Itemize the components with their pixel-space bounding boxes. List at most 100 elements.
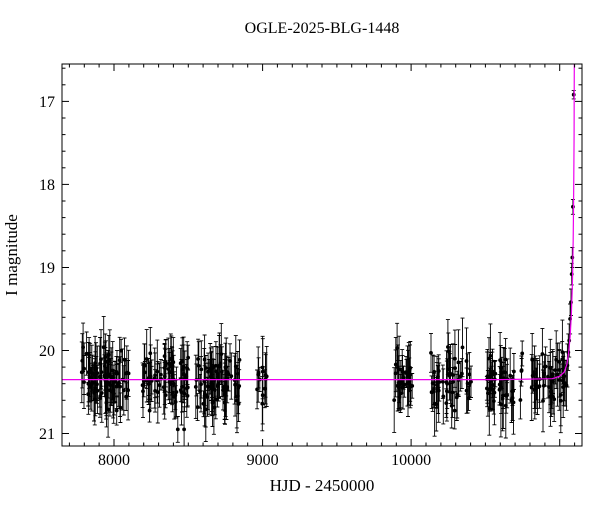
data-point: [509, 398, 514, 403]
data-point: [185, 394, 190, 398]
y-tick-label: 20: [39, 343, 55, 360]
data-point: [90, 371, 95, 376]
data-point: [115, 371, 119, 376]
data-point: [124, 370, 129, 375]
data-point: [464, 388, 469, 393]
data-point: [117, 380, 121, 385]
data-point: [398, 391, 403, 396]
data-point: [436, 388, 441, 393]
data-point: [219, 352, 224, 356]
data-point: [163, 393, 168, 397]
data-point: [551, 372, 555, 377]
data-point: [162, 374, 167, 379]
y-tick-label: 21: [39, 426, 55, 443]
data-point: [467, 372, 472, 377]
data-point: [80, 358, 85, 363]
data-point: [487, 406, 492, 411]
data-point: [466, 396, 471, 401]
data-point: [193, 385, 198, 389]
data-point: [452, 408, 457, 413]
data-point: [159, 372, 163, 377]
data-point: [210, 384, 215, 388]
data-point: [203, 393, 208, 398]
data-point: [105, 381, 110, 386]
data-point: [430, 381, 435, 386]
data-point: [542, 364, 547, 369]
data-point: [519, 369, 524, 373]
data-point: [88, 384, 93, 389]
data-point: [214, 363, 218, 368]
data-point: [395, 346, 399, 350]
axis-ticks: [62, 64, 582, 446]
y-tick-label: 19: [39, 260, 55, 277]
data-point: [497, 382, 502, 387]
data-point: [570, 255, 575, 260]
data-point: [99, 391, 104, 395]
data-point: [406, 381, 410, 386]
data-point: [435, 383, 439, 387]
data-point: [99, 357, 103, 362]
season-points: [255, 335, 269, 432]
season-points: [529, 319, 568, 434]
data-point: [196, 364, 201, 368]
data-point: [518, 398, 523, 402]
data-point: [172, 395, 177, 399]
tick-labels: 8000 9000 10000 17 18 19 20 21: [39, 94, 431, 469]
season-points: [140, 326, 191, 446]
data-point: [455, 392, 460, 397]
season-points: [392, 322, 415, 433]
data-point: [169, 356, 174, 361]
data-point: [185, 366, 190, 371]
data-point: [79, 370, 84, 375]
data-point: [542, 372, 546, 376]
data-point: [167, 361, 172, 366]
data-point: [540, 352, 545, 356]
data-point: [207, 385, 212, 389]
data-point: [554, 357, 559, 362]
data-point: [229, 374, 234, 378]
data-point: [178, 361, 183, 366]
data-point: [107, 358, 112, 363]
data-point: [410, 384, 415, 388]
data-point: [174, 390, 179, 394]
data-point: [215, 372, 220, 376]
data-point: [182, 391, 187, 396]
data-point: [101, 345, 106, 350]
data-point: [445, 389, 449, 393]
data-point: [460, 345, 465, 350]
data-point: [541, 399, 545, 403]
data-point: [491, 399, 496, 403]
data-point: [113, 379, 118, 384]
data-point: [508, 373, 513, 378]
data-point: [437, 380, 442, 384]
model-curve: [62, 64, 575, 381]
data-point: [549, 389, 554, 394]
data-point: [406, 371, 411, 376]
data-point: [434, 402, 439, 407]
data-point: [93, 373, 97, 378]
data-point: [546, 374, 550, 379]
data-point: [103, 355, 108, 359]
season-points: [484, 323, 525, 439]
data-point: [223, 365, 228, 370]
data-point: [122, 357, 127, 362]
data-point: [447, 373, 452, 378]
data-point: [534, 386, 538, 391]
season-points: [429, 317, 473, 437]
data-point: [450, 390, 455, 395]
data-point: [502, 370, 507, 375]
x-tick-label: 9000: [247, 452, 279, 469]
data-point: [392, 398, 397, 402]
data-point: [469, 379, 473, 384]
x-tick-label: 10000: [391, 452, 431, 469]
data-point: [571, 204, 575, 209]
data-point: [557, 378, 562, 382]
data-points: [79, 90, 576, 446]
data-point: [155, 390, 160, 395]
data-point: [218, 361, 223, 366]
season-points: [193, 323, 242, 443]
data-point: [222, 384, 227, 389]
x-axis-label: HJD - 2450000: [270, 476, 375, 495]
